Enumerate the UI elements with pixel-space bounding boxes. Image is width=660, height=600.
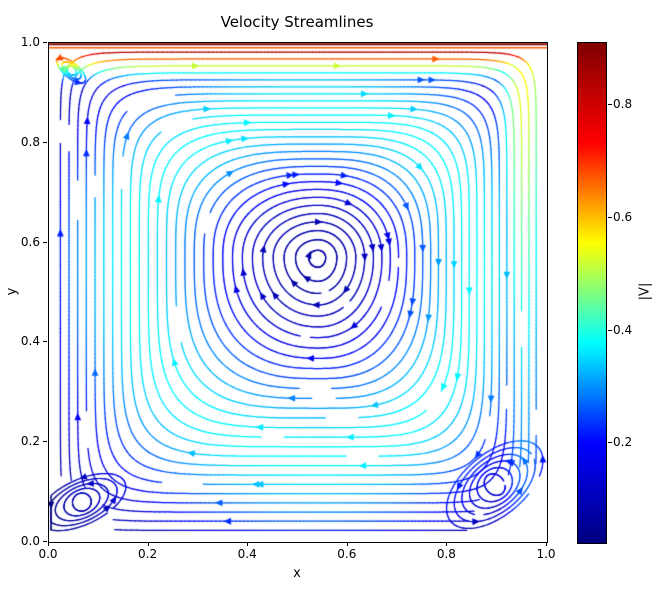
x-tick-mark (147, 542, 149, 546)
x-tick-mark (247, 542, 249, 546)
x-tick-label: 0.0 (38, 547, 58, 561)
plot-title: Velocity Streamlines (220, 13, 374, 31)
colorbar-tick-mark (608, 104, 612, 106)
x-tick-label: 1.0 (536, 547, 556, 561)
colorbar-label: |V| (637, 282, 653, 301)
y-tick-label: 0.0 (20, 534, 40, 548)
x-tick-label: 0.6 (337, 547, 357, 561)
x-tick-label: 0.2 (138, 547, 158, 561)
y-tick-mark (43, 241, 47, 243)
x-tick-mark (48, 542, 49, 546)
streamline-plot-canvas (49, 43, 547, 542)
colorbar-gradient (578, 43, 606, 543)
colorbar-tick-mark (608, 216, 612, 218)
plot-area (48, 42, 548, 543)
y-tick-mark (43, 42, 47, 43)
colorbar-tick-mark (608, 329, 612, 331)
colorbar-tick-mark (608, 442, 612, 444)
y-tick-mark (43, 141, 47, 143)
colorbar-tick-label: 0.4 (613, 322, 633, 337)
y-tick-label: 0.2 (20, 434, 40, 449)
y-tick-label: 0.8 (20, 134, 40, 149)
y-tick-label: 0.4 (20, 334, 40, 349)
colorbar-tick-label: 0.8 (613, 97, 633, 112)
y-tick-label: 1.0 (20, 35, 40, 49)
x-tick-label: 0.4 (237, 547, 257, 561)
colorbar-tick-label: 0.6 (613, 209, 633, 224)
y-axis-label: y (4, 287, 20, 296)
y-tick-label: 0.6 (20, 234, 40, 249)
x-axis-label: x (293, 566, 301, 581)
x-tick-mark (446, 542, 448, 546)
y-tick-mark (43, 341, 47, 343)
x-tick-label: 0.8 (436, 547, 456, 561)
colorbar (577, 42, 607, 544)
y-tick-mark (43, 441, 47, 443)
colorbar-tick-label: 0.2 (613, 435, 633, 450)
x-tick-mark (546, 542, 547, 546)
y-tick-mark (43, 541, 47, 542)
x-tick-mark (346, 542, 348, 546)
